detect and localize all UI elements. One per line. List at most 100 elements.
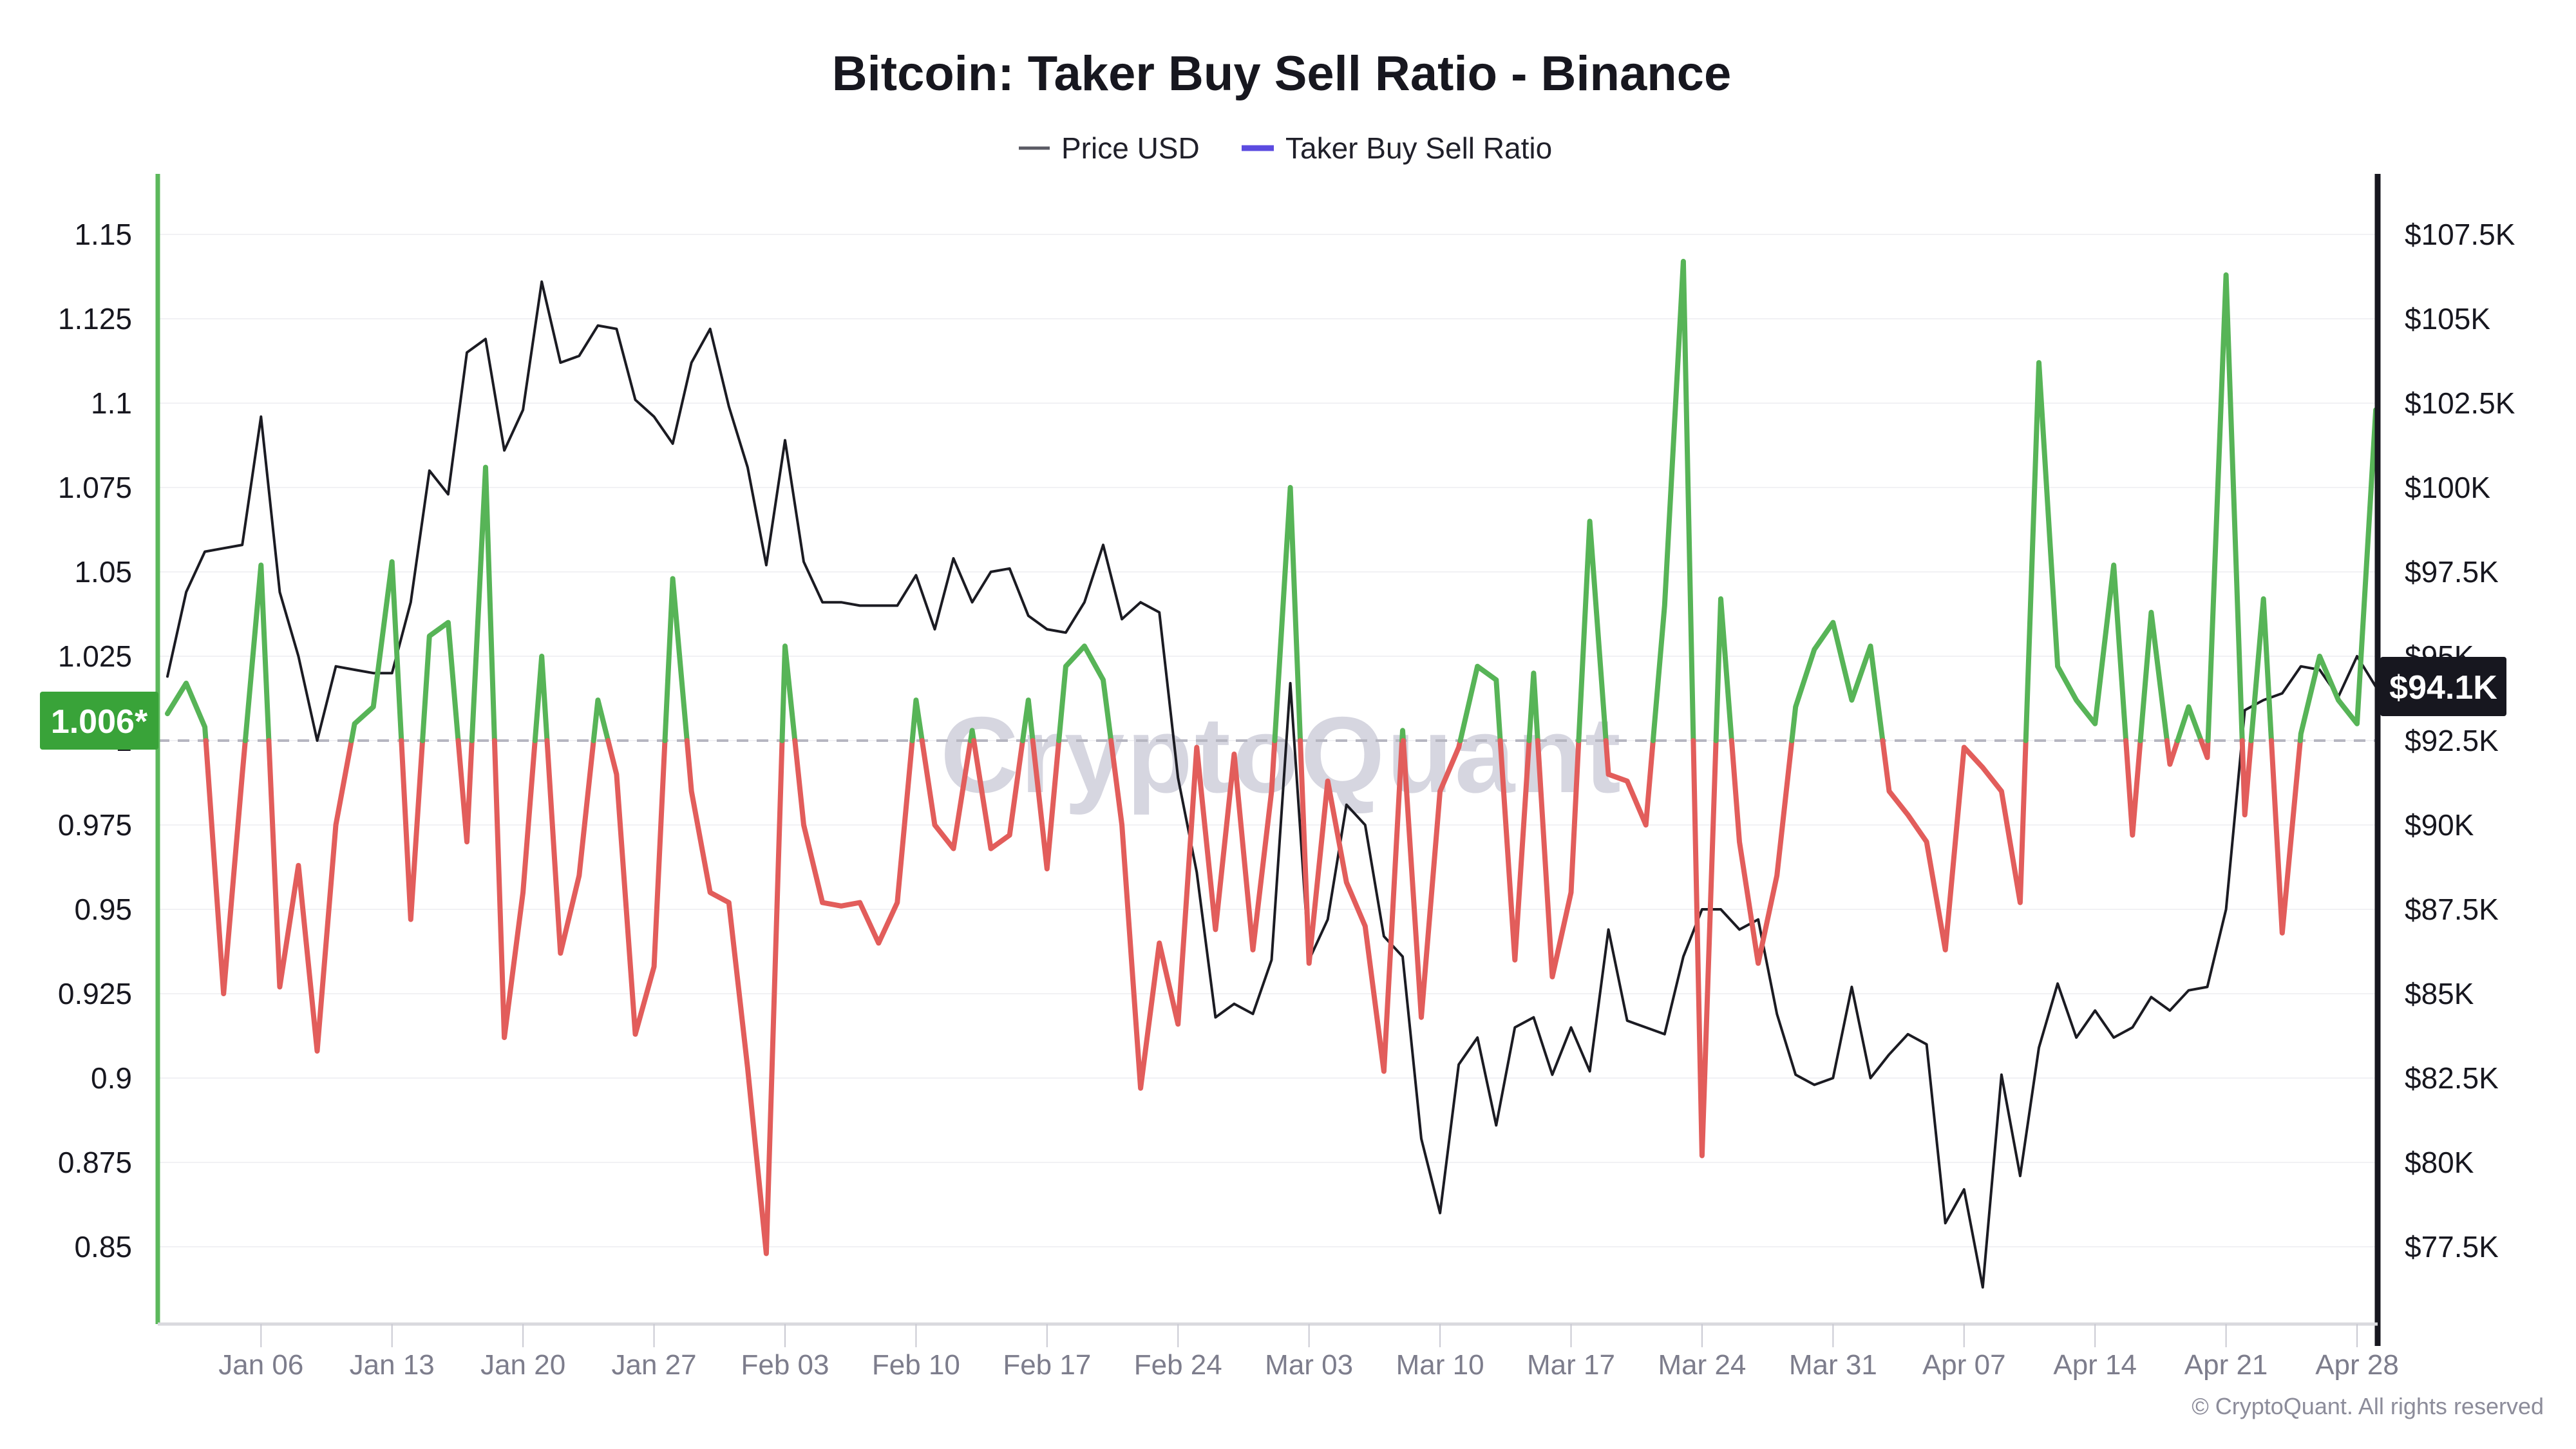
- left-axis-tick-label: 1.025: [58, 639, 132, 673]
- ratio-badge-label: 1.006*: [51, 703, 148, 741]
- ratio-line-above-1: [909, 697, 925, 743]
- ratio-line-below-1: [605, 738, 668, 1037]
- copyright-footer: © CryptoQuant. All rights reserved: [2192, 1393, 2544, 1419]
- ratio-line-below-1: [1728, 738, 1795, 966]
- ratio-line-below-1: [684, 738, 785, 1256]
- ratio-line-below-1: [455, 738, 475, 845]
- x-axis-tick-label: Jan 27: [612, 1349, 697, 1381]
- left-axis-tick-label: 1.1: [91, 386, 132, 420]
- x-axis-tick-label: Jan 20: [480, 1349, 565, 1381]
- ratio-line-below-1: [2123, 738, 2143, 838]
- ratio-line-below-1: [1690, 738, 1719, 1159]
- right-axis-tick-label: $100K: [2405, 471, 2490, 504]
- ratio-line-below-1: [1603, 738, 1656, 828]
- right-axis-tick-label: $102.5K: [2405, 386, 2515, 420]
- x-axis-tick-label: Apr 21: [2184, 1349, 2268, 1381]
- ratio-line-below-1: [1401, 738, 1463, 1020]
- left-axis-tick-label: 0.975: [58, 808, 132, 842]
- left-axis-tick-label: 0.925: [58, 977, 132, 1010]
- gridlines: [158, 234, 2378, 1247]
- legend-price-label: Price USD: [1061, 131, 1200, 165]
- x-axis-tick-label: Feb 17: [1003, 1349, 1091, 1381]
- price-usd-line: [166, 280, 2378, 1289]
- ratio-line-above-1: [165, 680, 209, 743]
- ratio-line-below-1: [1108, 738, 1278, 1091]
- right-axis-tick-label: $82.5K: [2405, 1061, 2499, 1095]
- x-axis-tick-label: Apr 14: [2053, 1349, 2137, 1381]
- ratio-line-below-1: [792, 738, 915, 946]
- right-axis-tick-label: $77.5K: [2405, 1230, 2499, 1264]
- ratio-line-above-1: [532, 654, 550, 743]
- ratio-line-above-1: [1399, 728, 1406, 743]
- x-axis-tick-label: Mar 17: [1527, 1349, 1615, 1381]
- ratio-line-below-1: [266, 738, 354, 1054]
- right-axis-tick-label: $90K: [2405, 808, 2474, 842]
- plot-area[interactable]: [158, 258, 2379, 1289]
- left-axis-tick-label: 1.05: [74, 555, 132, 589]
- ratio-line-above-1: [348, 559, 404, 743]
- ratio-line-above-1: [1650, 258, 1696, 743]
- x-axis-tick-label: Mar 24: [1658, 1349, 1746, 1381]
- left-axis-tick-label: 0.9: [91, 1061, 132, 1095]
- price-current-value-badge: $94.1K: [2380, 657, 2506, 716]
- x-axis-tick-label: Jan 13: [350, 1349, 435, 1381]
- ratio-line-above-1: [779, 643, 798, 743]
- ratio-line-below-1: [971, 738, 1025, 851]
- ratio-line-below-1: [1298, 738, 1405, 1074]
- x-axis-tick-label: Feb 10: [872, 1349, 960, 1381]
- x-axis-tick-label: Mar 03: [1265, 1349, 1353, 1381]
- ratio-line-above-1: [2137, 609, 2170, 743]
- right-axis-tick-label: $80K: [2405, 1146, 2474, 1179]
- ratio-line-below-1: [544, 738, 596, 956]
- right-axis-tick-label: $92.5K: [2405, 724, 2499, 757]
- ratio-line-above-1: [968, 728, 977, 743]
- ratio-line-above-1: [591, 697, 611, 743]
- left-axis-tick-label: 0.95: [74, 893, 132, 926]
- ratio-line-above-1: [1526, 670, 1540, 743]
- ratio-line-above-1: [242, 562, 272, 743]
- ratio-line-above-1: [469, 464, 497, 743]
- ratio-line-above-1: [420, 620, 461, 743]
- ratio-line-below-1: [491, 738, 538, 1041]
- ratio-line-above-1: [2205, 272, 2245, 743]
- ratio-line-below-1: [1535, 738, 1582, 980]
- ratio-line-below-1: [2239, 738, 2254, 818]
- legend-item-price[interactable]: Price USD: [1019, 131, 1200, 165]
- right-axis-tick-label: $85K: [2405, 977, 2474, 1010]
- ratio-line-above-1: [2248, 596, 2274, 743]
- right-axis-tick-label: $107.5K: [2405, 218, 2515, 251]
- x-axis-tick-label: Apr 28: [2315, 1349, 2399, 1381]
- ratio-line-above-1: [1789, 620, 1886, 743]
- left-axis-tick-label: 0.85: [74, 1230, 132, 1264]
- ratio-current-value-badge: 1.006*: [40, 692, 158, 750]
- ratio-line-below-1: [399, 738, 426, 922]
- axes: [155, 174, 2381, 1346]
- right-axis-tick-label: $87.5K: [2405, 893, 2499, 926]
- ratio-line-above-1: [1272, 485, 1303, 743]
- legend-item-ratio[interactable]: Taker Buy Sell Ratio: [1242, 131, 1552, 165]
- x-axis-tick-label: Feb 24: [1134, 1349, 1222, 1381]
- x-axis-tick-label: Mar 10: [1396, 1349, 1484, 1381]
- legend-ratio-label: Taker Buy Sell Ratio: [1285, 131, 1552, 165]
- axis-labels: 1.151.1251.11.0751.051.02510.9750.950.92…: [58, 218, 2515, 1381]
- ratio-line-below-1: [919, 738, 974, 851]
- ratio-line-above-1: [662, 576, 690, 743]
- ratio-line-above-1: [2297, 407, 2379, 743]
- ratio-line-below-1: [2269, 738, 2303, 936]
- left-axis-tick-label: 0.875: [58, 1146, 132, 1179]
- ratio-line-above-1: [2175, 704, 2204, 743]
- ratio-line-below-1: [2164, 738, 2181, 767]
- price-badge-box: [2380, 657, 2506, 716]
- left-axis-tick-label: 1.075: [58, 471, 132, 504]
- x-axis-tick-label: Apr 07: [1922, 1349, 2006, 1381]
- price-badge-label: $94.1K: [2389, 669, 2497, 706]
- ratio-line-above-1: [2023, 360, 2129, 743]
- ratio-line-above-1: [1576, 518, 1609, 743]
- x-axis-tick-label: Jan 06: [218, 1349, 303, 1381]
- ratio-line-above-1: [1056, 643, 1114, 743]
- ratio-line-below-1: [2198, 738, 2211, 761]
- ratio-line-below-1: [1030, 738, 1062, 872]
- ratio-line-above-1: [1713, 596, 1734, 743]
- ratio-line-below-1: [203, 738, 248, 996]
